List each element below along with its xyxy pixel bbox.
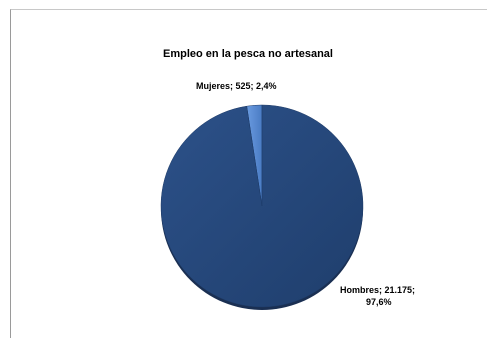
slice-label-hombres-line1: Hombres; 21.175; [340,285,415,295]
pie-slice-hombres [160,104,364,308]
chart-frame [10,9,487,338]
chart-title: Empleo en la pesca no artesanal [163,48,333,60]
slice-label-mujeres: Mujeres; 525; 2,4% [196,81,277,91]
slice-label-hombres-line2: 97,6% [366,297,392,307]
